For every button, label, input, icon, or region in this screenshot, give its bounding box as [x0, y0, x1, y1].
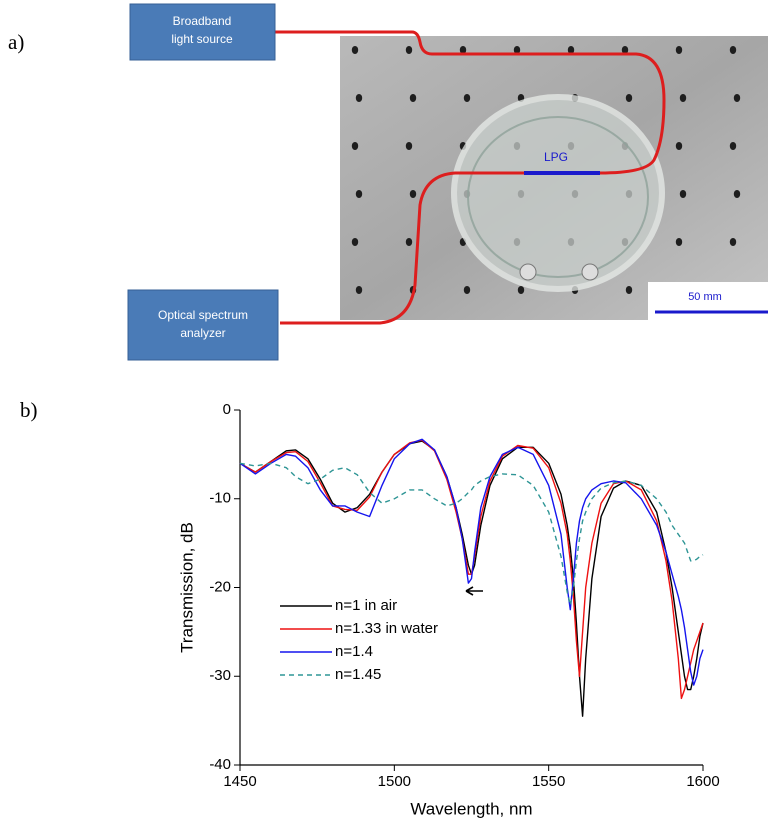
scale-label: 50 mm: [688, 291, 722, 303]
legend-label: n=1 in air: [335, 597, 397, 614]
hole: [355, 286, 363, 294]
hole: [733, 190, 741, 198]
petri-dish-inner: [467, 116, 649, 278]
hole: [679, 190, 687, 198]
series-line: [239, 438, 704, 686]
series-line: [239, 440, 704, 717]
fiber: [280, 171, 524, 325]
fiber: [275, 30, 666, 175]
hole: [351, 142, 359, 150]
legend-label: n=1.33 in water: [335, 620, 438, 637]
hole: [459, 46, 467, 54]
hole: [405, 46, 413, 54]
screw: [581, 263, 599, 281]
hole: [675, 142, 683, 150]
analyzer-box: [127, 289, 279, 361]
hole: [513, 46, 521, 54]
petri-dish: [451, 94, 665, 292]
hole: [729, 238, 737, 246]
hole: [517, 286, 525, 294]
legend-label: n=1.4: [335, 643, 373, 660]
series-line: [239, 462, 704, 606]
scale-bar-background: [648, 282, 768, 320]
legend-label: n=1.45: [335, 666, 381, 683]
hole: [355, 94, 363, 102]
hole: [729, 46, 737, 54]
hole: [409, 94, 417, 102]
source-box: [129, 3, 276, 61]
hole: [463, 286, 471, 294]
panel-label: b): [20, 398, 38, 422]
x-tick-label: 1600: [686, 773, 719, 790]
analyzer-label: analyzer: [180, 326, 225, 340]
hole: [409, 190, 417, 198]
x-tick-label: 1550: [532, 773, 565, 790]
shift-arrow: [465, 586, 483, 596]
x-tick-label: 1450: [223, 773, 256, 790]
hole: [405, 142, 413, 150]
y-axis-title: Transmission, dB: [177, 522, 196, 653]
hole: [567, 46, 575, 54]
hole: [625, 94, 633, 102]
hole: [351, 238, 359, 246]
hole: [405, 238, 413, 246]
hole: [679, 94, 687, 102]
hole: [675, 46, 683, 54]
screw: [519, 263, 537, 281]
y-tick-label: -30: [209, 667, 231, 684]
hole: [729, 142, 737, 150]
x-axis-title: Wavelength, nm: [410, 799, 532, 818]
hole: [355, 190, 363, 198]
hole: [675, 238, 683, 246]
hole: [621, 46, 629, 54]
source-label: light source: [171, 32, 233, 46]
y-tick-label: 0: [223, 401, 231, 418]
analyzer-label: Optical spectrum: [158, 308, 248, 322]
y-tick-label: -10: [209, 490, 231, 507]
y-tick-label: -20: [209, 578, 231, 595]
series-line: [239, 439, 704, 700]
source-label: Broadband: [173, 14, 232, 28]
hole: [733, 94, 741, 102]
panel-label: a): [8, 30, 24, 54]
lpg-label: LPG: [544, 150, 568, 164]
hole: [625, 286, 633, 294]
hole: [351, 46, 359, 54]
y-tick-label: -40: [209, 756, 231, 773]
x-tick-label: 1500: [378, 773, 411, 790]
hole: [463, 94, 471, 102]
